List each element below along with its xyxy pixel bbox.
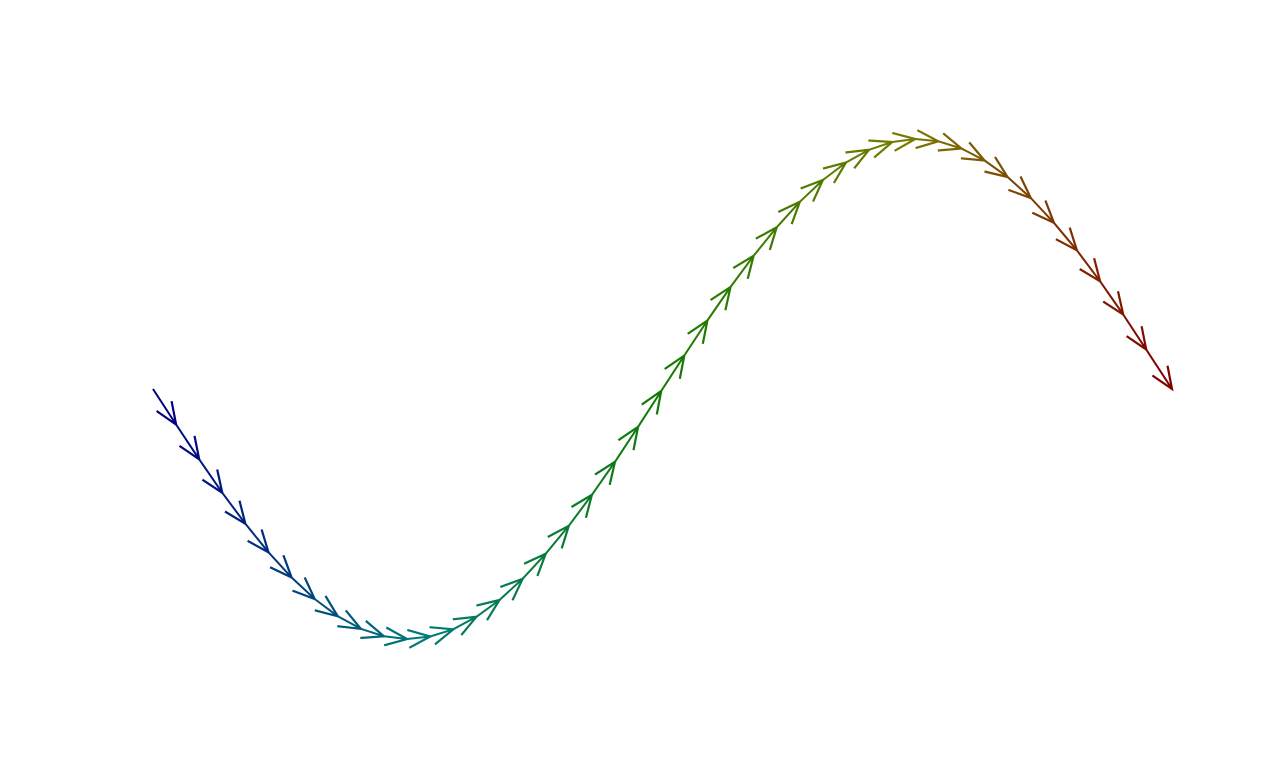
arrow-shaft: [152, 388, 177, 426]
arrow-shaft: [961, 147, 986, 162]
trajectory-arrow: [498, 576, 525, 601]
trajectory-arrow: [452, 615, 479, 636]
arrow-shaft: [406, 635, 431, 640]
arrow-shaft: [1053, 222, 1078, 251]
arrow-shaft: [822, 161, 847, 181]
arrow-shaft: [729, 255, 755, 288]
trajectory-arrow: [591, 459, 617, 496]
arrow-head: [960, 141, 988, 162]
arrow-shaft: [868, 141, 893, 151]
trajectory-arrow: [822, 160, 849, 184]
arrow-shaft: [429, 628, 454, 638]
arrow-head: [452, 615, 479, 636]
trajectory-arrow: [1076, 249, 1102, 284]
trajectory-arrow: [383, 626, 410, 647]
arrow-shaft: [1030, 197, 1055, 224]
trajectory-arrow: [1006, 176, 1033, 200]
arrow-shaft: [1145, 348, 1173, 390]
trajectory-arrow: [706, 284, 733, 322]
arrow-shaft: [567, 494, 593, 527]
arrow-shaft: [752, 226, 778, 257]
trajectory-arrow: [614, 424, 640, 463]
arrow-shaft: [521, 553, 547, 580]
trajectory-arrow: [406, 628, 434, 649]
trajectory-arrow: [267, 551, 294, 580]
arrow-layer: [152, 129, 1174, 649]
arrow-shaft: [175, 423, 201, 460]
arrow-shaft: [938, 140, 962, 150]
arrow-shaft: [452, 615, 477, 631]
arrow-shaft: [915, 138, 939, 143]
trajectory-arrow: [984, 156, 1010, 179]
trajectory-arrow: [660, 353, 686, 392]
trajectory-arrow: [915, 129, 942, 150]
arrow-shaft: [360, 627, 385, 638]
arrow-shaft: [660, 354, 686, 392]
trajectory-arrow: [1145, 348, 1174, 392]
arrow-head: [1151, 365, 1174, 392]
trajectory-arrow: [544, 523, 571, 555]
trajectory-arrow: [868, 139, 895, 159]
arrow-shaft: [475, 599, 501, 618]
arrow-shaft: [314, 598, 339, 618]
trajectory-arrow: [937, 132, 965, 152]
arrow-shaft: [706, 286, 732, 322]
trajectory-arrow: [244, 523, 271, 555]
arrow-shaft: [637, 390, 663, 428]
trajectory-arrow: [337, 609, 364, 631]
arrow-shaft: [267, 551, 293, 579]
arrow-shaft: [290, 576, 316, 600]
trajectory-arrow: [799, 178, 826, 203]
trajectory-arrow: [775, 199, 802, 228]
arrow-head: [845, 148, 872, 169]
trajectory-arrow: [1099, 280, 1125, 317]
trajectory-arrow: [152, 388, 178, 427]
trajectory-arrow: [683, 318, 709, 357]
trajectory-arrow: [314, 595, 341, 619]
arrow-shaft: [892, 138, 916, 143]
trajectory-arrow: [960, 141, 988, 162]
trajectory-arrow: [1122, 313, 1148, 352]
trajectory-arrow: [360, 620, 387, 640]
trajectory-arrow: [221, 492, 248, 527]
arrow-shaft: [337, 615, 362, 630]
arrow-shaft: [984, 159, 1009, 178]
trajectory-arrow: [845, 148, 872, 169]
arrow-shaft: [799, 179, 824, 203]
trajectory-arrow: [521, 551, 548, 580]
arrow-shaft: [1006, 176, 1032, 199]
trajectory-arrow: [198, 458, 224, 496]
trajectory-arrow: [567, 492, 594, 527]
arrow-head: [337, 609, 364, 631]
arrow-shaft: [1099, 280, 1125, 316]
trajectory-arrow: [1053, 222, 1079, 253]
arrow-shaft: [591, 461, 616, 496]
arrow-shaft: [845, 148, 870, 164]
arrow-shaft: [498, 578, 524, 601]
arrow-shaft: [383, 635, 408, 640]
arrow-shaft: [614, 426, 639, 463]
arrow-shaft: [1076, 249, 1101, 282]
arrow-shaft: [198, 458, 224, 494]
arrow-shaft: [244, 523, 270, 553]
trajectory-arrow: [175, 423, 201, 462]
arrow-shaft: [221, 492, 247, 525]
arrow-shaft: [683, 319, 709, 357]
arrow-shaft: [775, 201, 801, 228]
trajectory-arrow: [290, 576, 317, 601]
trajectory-arrow: [729, 253, 756, 288]
trajectory-arrow: [892, 131, 919, 152]
trajectory-arrow: [752, 225, 779, 257]
trajectory-arrow: [1030, 197, 1056, 225]
trajectory-arrow: [637, 388, 663, 428]
trajectory-arrow: [475, 598, 502, 621]
arrow-shaft: [544, 525, 570, 555]
arrow-shaft: [1122, 313, 1148, 351]
trajectory-arrow: [429, 626, 457, 646]
